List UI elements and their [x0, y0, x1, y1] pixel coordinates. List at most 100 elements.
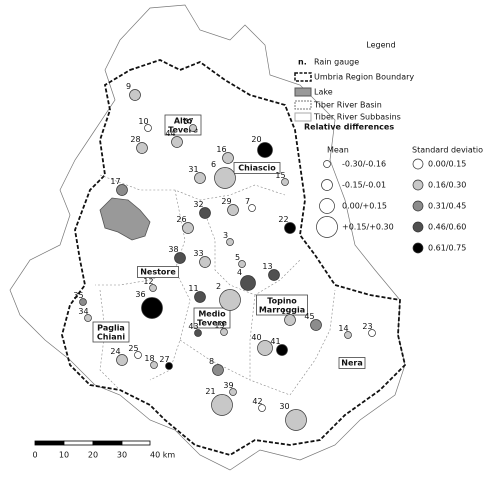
rain-gauge: [284, 222, 296, 234]
legend-item: Rain gauge: [314, 58, 359, 67]
rain-gauge: [189, 124, 197, 132]
subbasin-label: Nera: [341, 359, 362, 368]
rain-gauge: [194, 172, 206, 184]
rain-gauge: [84, 314, 92, 322]
scale-segment: [63, 440, 94, 446]
rain-gauge: [281, 178, 289, 186]
rain-gauge: [194, 291, 206, 303]
legend-sd-label: 0.16/0.30: [428, 181, 466, 190]
rain-gauge: [134, 351, 142, 359]
subbasin-box: [256, 294, 308, 316]
gauge-label: 30: [279, 402, 289, 411]
legend-mean-label: +0.15/+0.30: [342, 223, 394, 232]
gauge-label: 12: [143, 277, 153, 286]
rain-gauge: [174, 252, 186, 264]
rain-gauge: [257, 340, 273, 356]
legend-mean-circle: [316, 216, 338, 238]
gauge-label: 43: [188, 322, 198, 331]
rain-gauge: [240, 275, 256, 291]
gauge-label: 22: [278, 215, 288, 224]
gauge-label: 4: [237, 268, 242, 277]
rain-gauge: [212, 364, 224, 376]
legend-mean-label: 0.00/+0.15: [342, 202, 387, 211]
gauge-label: 45: [304, 312, 314, 321]
legend-sd-label: 0.61/0.75: [428, 244, 466, 253]
gauge-label: 33: [193, 249, 203, 258]
legend-sd-circle: [412, 242, 424, 254]
gauge-label: 3: [223, 231, 228, 240]
rain-gauge: [222, 152, 234, 164]
rain-gauge: [150, 361, 158, 369]
rain-gauge: [368, 329, 376, 337]
rain-gauge: [116, 354, 128, 366]
legend-title: Legend: [366, 41, 395, 50]
legend-sd-circle: [412, 179, 424, 191]
gauge-label: 5: [235, 253, 240, 262]
legend-subtitle: Relative differences: [304, 123, 394, 132]
tiber-basin: [9, 4, 406, 471]
scale-segment: [34, 440, 65, 446]
rain-gauge: [116, 184, 128, 196]
rain-gauge: [268, 269, 280, 281]
scale-segment: [121, 440, 151, 446]
rain-gauge: [220, 328, 228, 336]
gauge-label: 39: [223, 381, 233, 390]
gauge-label: 23: [362, 322, 372, 331]
gauge-label: 31: [188, 165, 198, 174]
legend-mean-label: -0.30/-0.16: [342, 160, 386, 169]
gauge-label: 35: [73, 291, 83, 300]
gauge-label: 42: [252, 397, 262, 406]
gauge-label: 26: [176, 215, 186, 224]
gauge-label: 36: [135, 290, 145, 299]
legend-mean-circle: [323, 160, 331, 168]
gauge-label: 16: [216, 145, 226, 154]
gauge-label: 10: [138, 117, 148, 126]
rain-gauge: [141, 297, 163, 319]
rain-gauge: [258, 404, 266, 412]
rain-gauge: [182, 222, 194, 234]
subbasin-box: [137, 266, 179, 278]
legend-swatch: [294, 72, 312, 82]
legend-sd-label: 0.31/0.45: [428, 202, 466, 211]
gauge-label: 17: [110, 177, 120, 186]
rain-gauge: [214, 167, 236, 189]
legend-item: Umbria Region Boundary: [314, 73, 414, 82]
gauge-label: 9: [126, 82, 131, 91]
lake: [99, 197, 151, 241]
gauge-label: 34: [78, 307, 88, 316]
legend-mean-title: Mean: [327, 146, 349, 155]
legend-item: Tiber River Subbasins: [313, 113, 401, 122]
gauge-label: 24: [110, 347, 120, 356]
scale-segment: [92, 440, 123, 446]
rain-gauge: [229, 388, 237, 396]
gauge-label: 25: [128, 344, 138, 353]
rain-gauge: [79, 298, 87, 306]
subbasin-box: [92, 321, 130, 343]
gauge-label: 38: [168, 245, 178, 254]
rain-gauge: [144, 124, 152, 132]
gauge-label: 18: [144, 354, 154, 363]
rain-gauge: [129, 89, 141, 101]
legend-sd-circle: [412, 221, 424, 233]
rain-gauge: [284, 314, 296, 326]
rain-gauge: [219, 289, 241, 311]
gauge-label: 44: [165, 129, 175, 138]
rain-gauge: [257, 142, 273, 158]
legend-swatch: [294, 87, 312, 97]
gauge-label: 1: [281, 307, 286, 316]
rain-gauge: [199, 256, 211, 268]
gauge-label: 11: [188, 284, 198, 293]
legend-swatch: [294, 100, 312, 110]
legend-item: Tiber River Basin: [313, 101, 382, 110]
legend-sd-circle: [412, 200, 424, 212]
gauge-label: 37: [183, 117, 193, 126]
rain-gauge: [285, 409, 307, 431]
region-boundary: [61, 59, 406, 456]
subbasin-box: [233, 162, 281, 174]
subbasin-label: Chiascio: [238, 164, 276, 173]
gauge-label: 29: [221, 197, 231, 206]
gauge-label: 7: [245, 197, 250, 206]
rain-gauge: [310, 319, 322, 331]
legend-mean-label: -0.15/-0.01: [342, 181, 386, 190]
